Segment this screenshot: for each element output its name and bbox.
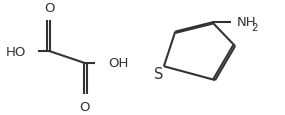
Text: S: S: [154, 66, 163, 81]
Text: OH: OH: [108, 57, 129, 70]
Text: O: O: [45, 2, 55, 15]
Text: 2: 2: [252, 23, 258, 33]
Text: O: O: [79, 100, 89, 113]
Text: NH: NH: [237, 16, 256, 28]
Text: HO: HO: [5, 45, 26, 58]
